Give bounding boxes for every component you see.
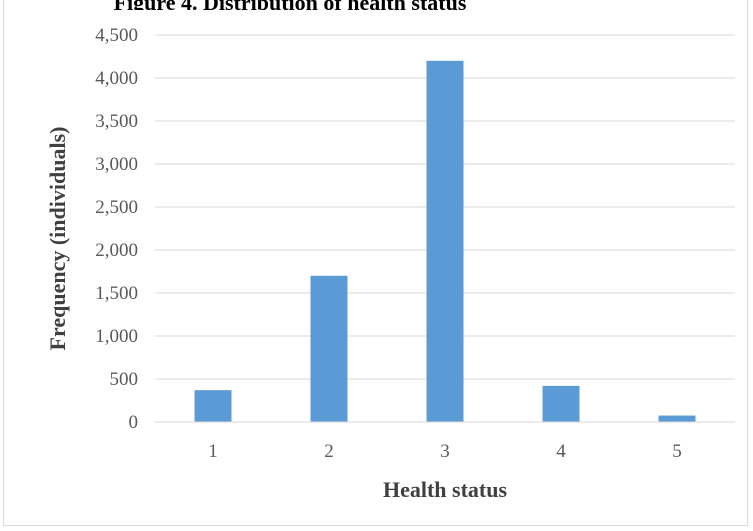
y-tick-label: 0 xyxy=(129,412,139,433)
x-tick-label: 5 xyxy=(672,441,682,462)
y-axis-ticks: 0 500 1,000 1,500 2,000 2,500 3,000 3,500 4,000 4… xyxy=(95,25,138,433)
y-tick-label: 4,000 xyxy=(95,68,138,89)
x-tick-label: 2 xyxy=(324,441,334,462)
y-tick-label: 1,500 xyxy=(95,283,138,304)
x-tick-label: 1 xyxy=(208,441,218,462)
y-tick-label: 3,000 xyxy=(95,154,138,175)
x-tick-label: 3 xyxy=(440,441,450,462)
x-tick-label: 4 xyxy=(556,441,566,462)
bar-4 xyxy=(542,385,580,422)
bar-1 xyxy=(194,390,232,422)
bar-5 xyxy=(658,415,696,422)
bar-3 xyxy=(426,60,464,423)
y-axis-title: Frequency (individuals) xyxy=(45,127,70,351)
x-axis-title: Health status xyxy=(383,477,508,502)
y-tick-label: 2,000 xyxy=(95,240,138,261)
bar-2 xyxy=(310,275,348,422)
y-tick-label: 1,000 xyxy=(95,326,138,347)
y-tick-label: 2,500 xyxy=(95,197,138,218)
bars xyxy=(194,60,696,423)
chart-frame xyxy=(3,0,748,526)
x-axis-ticks: 1 2 3 4 5 xyxy=(208,441,682,462)
chart-title: Figure 4. Distribution of health status xyxy=(114,0,467,15)
y-tick-label: 3,500 xyxy=(95,111,138,132)
y-tick-label: 500 xyxy=(110,369,139,390)
y-tick-label: 4,500 xyxy=(95,25,138,46)
